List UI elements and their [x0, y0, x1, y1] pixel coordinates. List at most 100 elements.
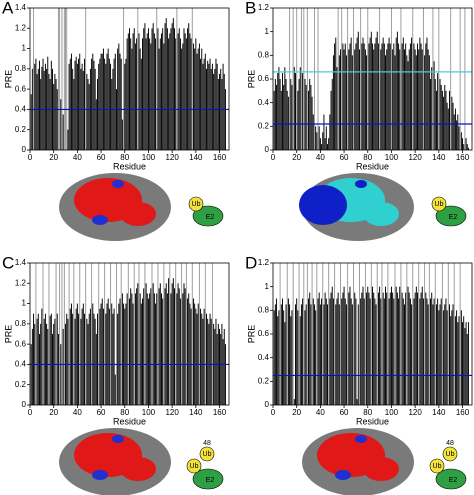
x-tick-label: 80	[363, 408, 372, 417]
bar	[446, 310, 448, 405]
unassigned-bar	[156, 8, 158, 150]
bar	[60, 344, 62, 405]
bar	[425, 292, 427, 405]
bar	[439, 79, 441, 150]
bar	[362, 37, 364, 151]
bar	[113, 58, 115, 150]
bar	[408, 49, 410, 150]
bar	[145, 283, 147, 405]
bar	[125, 303, 127, 405]
bar	[105, 313, 107, 405]
unassigned-bar	[317, 8, 319, 150]
bar	[355, 298, 357, 405]
bar	[360, 298, 362, 405]
unassigned-bar	[316, 263, 318, 405]
bar	[454, 108, 456, 150]
bar	[308, 298, 310, 405]
bar	[456, 120, 458, 150]
bar	[330, 90, 332, 150]
bar	[385, 55, 387, 151]
unassigned-bar	[137, 8, 139, 150]
bar	[136, 288, 138, 405]
bar	[381, 43, 383, 150]
bar	[142, 298, 144, 405]
bar	[460, 310, 462, 405]
unassigned-bar	[432, 8, 434, 150]
bar	[207, 318, 209, 405]
y-tick-label: 0	[22, 400, 27, 409]
bar	[192, 43, 194, 150]
bar	[127, 33, 129, 150]
y-tick-label: 0.2	[15, 380, 27, 389]
bar	[219, 328, 220, 405]
ub-icon	[186, 458, 202, 474]
unassigned-bar	[63, 263, 65, 405]
bar	[290, 79, 292, 150]
unassigned-bar	[42, 263, 44, 405]
bar	[81, 63, 83, 150]
bar	[100, 303, 102, 405]
y-tick-label: 0	[265, 145, 270, 154]
unassigned-bar	[79, 263, 81, 405]
bar	[372, 43, 373, 150]
bar	[343, 49, 345, 150]
bar	[207, 60, 209, 150]
bar	[151, 28, 153, 151]
bar	[368, 43, 370, 150]
bar	[121, 119, 123, 150]
bar	[184, 288, 186, 405]
bar	[159, 38, 161, 150]
bar	[386, 292, 388, 405]
bar	[94, 318, 96, 405]
bar	[68, 63, 70, 150]
bar	[166, 293, 168, 405]
bar	[457, 114, 459, 150]
bar	[168, 278, 170, 405]
x-tick-label: 60	[97, 408, 106, 417]
bar	[104, 58, 106, 150]
bar	[445, 298, 447, 405]
bar	[210, 318, 212, 405]
bar	[165, 283, 167, 405]
e2-icon	[435, 205, 467, 227]
x-tick-label: 120	[408, 408, 422, 417]
bar	[188, 23, 190, 150]
bar	[437, 73, 439, 150]
bar	[420, 43, 422, 150]
bar	[149, 293, 151, 405]
bar	[337, 292, 339, 405]
bar	[44, 313, 46, 405]
bar	[458, 126, 460, 150]
y-axis-label: PRE	[3, 70, 13, 89]
bar	[358, 49, 360, 150]
bar	[449, 90, 450, 150]
bar	[172, 278, 174, 405]
diagram-label: Ub	[435, 201, 444, 208]
panel: C PRE Residue 0 0.2 0.4 0.6 0.8 1 1.2 1.4 0 20 40 60 80…	[2, 253, 230, 495]
bar	[318, 292, 320, 405]
unassigned-bar	[347, 263, 349, 405]
bar	[200, 58, 202, 150]
unassigned-bar	[61, 8, 63, 150]
bar	[340, 49, 341, 150]
bar	[427, 49, 429, 150]
x-axis-label: Residue	[113, 416, 146, 426]
bar	[407, 61, 409, 150]
unassigned-bar	[292, 8, 294, 150]
bar	[147, 298, 149, 405]
y-tick-label: 1	[22, 44, 27, 53]
unassigned-bar	[63, 8, 65, 150]
unassigned-bar	[211, 263, 213, 405]
panel: D PRE Residue 0 0.2 0.4 0.6 0.8 1 1.2 0 20 40 60 80 100…	[245, 253, 473, 495]
unassigned-bar	[191, 263, 193, 405]
bar	[366, 292, 368, 405]
bar	[319, 304, 321, 405]
bar	[39, 60, 40, 150]
x-tick-label: 0	[271, 408, 276, 417]
bar	[393, 43, 395, 150]
bar	[203, 308, 205, 405]
bar	[367, 286, 369, 405]
y-tick-label: 1	[22, 299, 27, 308]
bar	[157, 28, 159, 151]
